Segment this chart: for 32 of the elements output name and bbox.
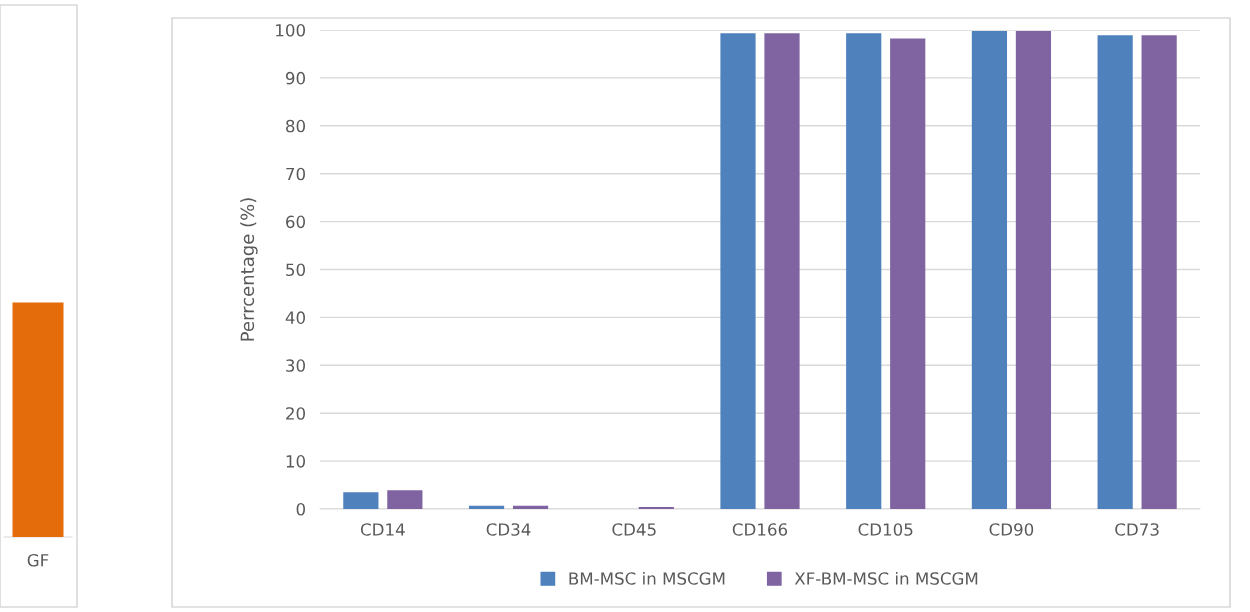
y-tick-label: 70 bbox=[286, 167, 305, 181]
y-tick-label: 20 bbox=[286, 407, 305, 420]
y-tick-label: 60 bbox=[286, 215, 305, 229]
y-axis-title: Perrcentage (%) bbox=[240, 198, 258, 341]
x-tick-label: CD34 bbox=[486, 523, 531, 536]
bar bbox=[343, 492, 379, 509]
y-tick-label: 0 bbox=[296, 502, 305, 516]
y-tick-label: 30 bbox=[286, 359, 305, 372]
legend-label: XF-BM-MSC in MSCGM bbox=[794, 571, 978, 585]
x-tick-label: CD73 bbox=[1115, 523, 1159, 536]
bar bbox=[1015, 30, 1052, 509]
x-tick-label: CD90 bbox=[989, 523, 1034, 536]
bar bbox=[720, 33, 756, 509]
x-tick-label: CD14 bbox=[360, 523, 405, 536]
x-tick-label: GF bbox=[27, 553, 49, 567]
y-tick-label: 80 bbox=[286, 119, 305, 133]
bar bbox=[971, 30, 1008, 509]
bar bbox=[1097, 35, 1133, 509]
x-tick-label: CD166 bbox=[732, 523, 788, 536]
x-tick-label: CD45 bbox=[612, 523, 656, 536]
bar bbox=[890, 38, 926, 509]
y-tick-label: 10 bbox=[286, 455, 305, 468]
y-tick-label: 40 bbox=[285, 311, 305, 324]
bar bbox=[387, 490, 423, 509]
legend-label: BM-MSC in MSCGM bbox=[569, 571, 725, 585]
bar bbox=[764, 33, 800, 509]
bar bbox=[1141, 35, 1177, 509]
bar bbox=[846, 33, 882, 509]
y-tick-label: 100 bbox=[276, 23, 305, 37]
x-tick-label: CD105 bbox=[858, 523, 913, 536]
y-tick-label: 50 bbox=[286, 263, 305, 277]
y-tick-label: 90 bbox=[285, 71, 305, 85]
